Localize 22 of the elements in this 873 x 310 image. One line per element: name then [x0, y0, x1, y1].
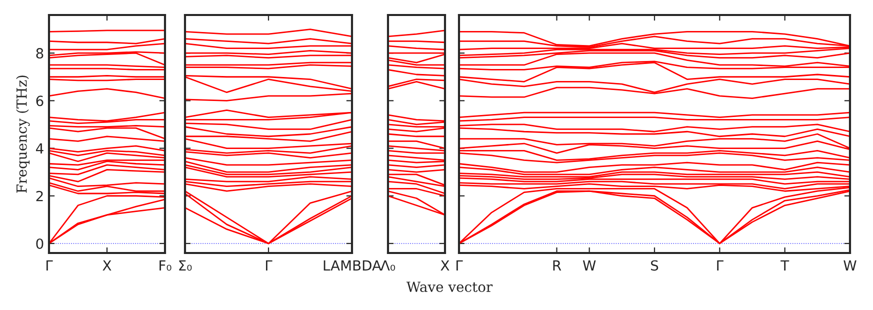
- y-tick-label: 8: [36, 48, 44, 59]
- y-tick-label: 4: [36, 143, 44, 154]
- y-tick-label: 6: [36, 96, 44, 106]
- x-tick-label: W: [582, 260, 596, 270]
- x-tick-label: X: [102, 260, 112, 270]
- x-tick-label: Γ: [717, 260, 724, 270]
- y-axis-title: Frequency (THz): [16, 76, 30, 193]
- x-tick-label: Σ₀: [179, 260, 192, 271]
- x-tick-label: S: [651, 260, 658, 271]
- x-tick-label: X: [440, 260, 450, 270]
- y-tick-label: 0: [36, 238, 44, 249]
- x-tick-label: Γ: [46, 260, 53, 270]
- x-axis-title: Wave vector: [406, 282, 493, 292]
- x-tick-label: R: [553, 260, 562, 270]
- x-tick-label: Λ₀: [380, 260, 396, 271]
- x-tick-label: F₀: [160, 260, 172, 271]
- x-tick-label: Γ: [456, 260, 463, 270]
- x-tick-label: Γ: [266, 260, 272, 270]
- y-tick-label: 2: [36, 190, 43, 202]
- x-tick-label: T: [780, 260, 790, 270]
- x-tick-label: W: [844, 260, 856, 270]
- x-tick-label: LAMBDA: [324, 260, 382, 270]
